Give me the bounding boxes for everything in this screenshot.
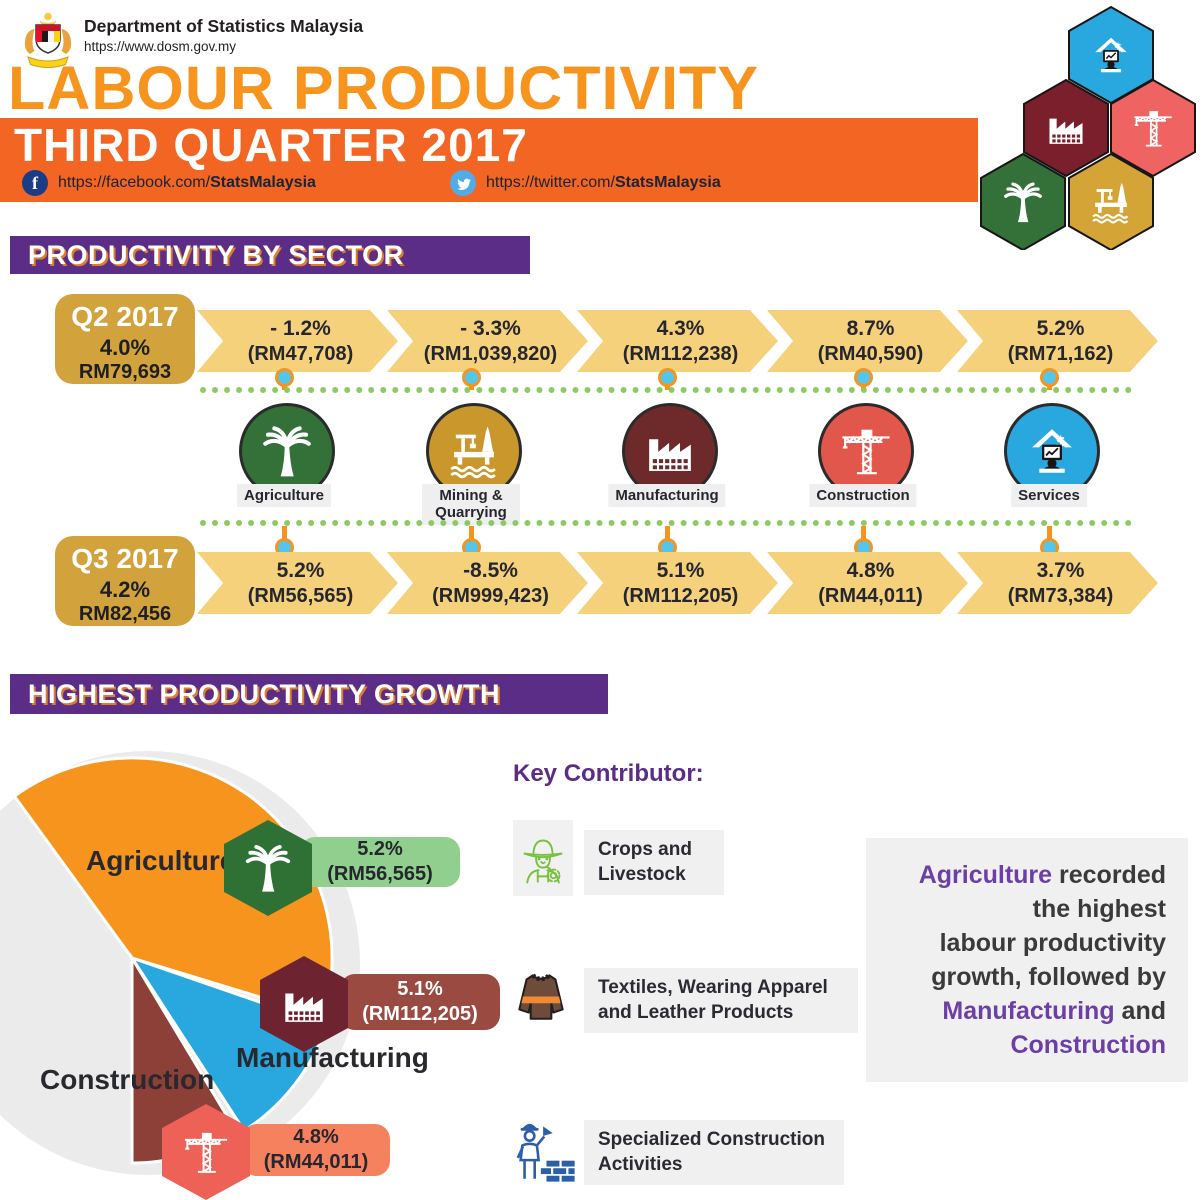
q2-growth: 4.0% [99, 335, 151, 360]
q2-mining-chevron: - 3.3% (RM1,039,820) [387, 310, 588, 372]
pie-slice-agriculture [12, 756, 334, 1019]
q3-value: RM82,456 [78, 603, 172, 625]
dotted-divider-bottom [200, 520, 1132, 526]
farmer-icon-box [513, 820, 573, 896]
mining-hexagon [1068, 152, 1154, 250]
q3-label: Q3 2017 [71, 543, 179, 574]
crane-icon [180, 1126, 232, 1178]
q2-services-chevron: 5.2% (RM71,162) [957, 310, 1158, 372]
connector-dot [1040, 368, 1059, 387]
services-label: Services [1011, 484, 1087, 508]
twitter-link[interactable]: https://twitter.com/StatsMalaysia [450, 170, 721, 196]
construction-growth-pill: 4.8% (RM44,011) [242, 1124, 390, 1176]
manufacturing-growth-pill: 5.1% (RM112,205) [340, 974, 500, 1030]
page-subtitle: THIRD QUARTER 2017 [14, 119, 528, 171]
connector-stem [861, 526, 866, 540]
construction-hexagon [1110, 78, 1196, 178]
section-title-productivity-by-sector: PRODUCTIVITY BY SECTOR [10, 236, 530, 274]
contributor-crops-livestock: Crops and Livestock [584, 830, 724, 896]
connector-stem [665, 526, 670, 540]
page-title: LABOUR PRODUCTIVITY [8, 54, 759, 122]
oil-rig-icon [445, 422, 503, 480]
dotted-divider-top [200, 387, 1132, 393]
connector-stem [469, 526, 474, 540]
farmer-icon [515, 830, 571, 886]
connector-dot [854, 368, 873, 387]
section-title-highest-growth: HIGHEST PRODUCTIVITY GROWTH [10, 674, 608, 714]
q3-agriculture-chevron: 5.2% (RM56,565) [197, 552, 398, 614]
q3-manufacturing-chevron: 5.1% (RM112,205) [577, 552, 778, 614]
summary-agriculture: Agriculture [918, 861, 1053, 889]
q3-growth: 4.2% [99, 577, 151, 602]
factory-icon [278, 978, 330, 1030]
dept-name: Department of Statistics Malaysia [84, 16, 364, 36]
connector-dot [275, 368, 294, 387]
manufacturing-label: Manufacturing [608, 484, 726, 508]
summary-construction: Construction [1010, 1031, 1166, 1059]
agriculture-growth-pill: 5.2% (RM56,565) [300, 837, 460, 887]
palm-tree-icon [241, 841, 295, 895]
connector-dot [658, 368, 677, 387]
q3-2017-box: Q3 2017 4.2% RM82,456 [55, 536, 195, 626]
twitter-icon [450, 170, 476, 196]
twitter-url: https://twitter.com/StatsMalaysia [486, 174, 721, 191]
q2-2017-box: Q2 2017 4.0% RM79,693 [55, 294, 195, 384]
agriculture-label: Agriculture [236, 484, 332, 508]
pie-label-manufacturing: Manufacturing [236, 1042, 429, 1073]
pie-label-construction: Construction [40, 1064, 215, 1095]
q2-label: Q2 2017 [71, 301, 179, 332]
facebook-link[interactable]: f https://facebook.com/StatsMalaysia [22, 170, 316, 196]
sector-hexagon-cluster [980, 5, 1196, 250]
subtitle-banner: THIRD QUARTER 2017 f https://facebook.co… [0, 118, 978, 202]
manufacturing-circle [622, 403, 718, 499]
q2-manufacturing-chevron: 4.3% (RM112,238) [577, 310, 778, 372]
pie-label-agriculture: Agriculture [86, 845, 236, 876]
summary-text-box: Agriculture recorded the highest labour … [866, 838, 1188, 1082]
factory-icon [641, 422, 699, 480]
mining-label: Mining & Quarrying [422, 484, 520, 525]
q2-value: RM79,693 [78, 361, 172, 383]
mining-circle [426, 403, 522, 499]
connector-stem [1047, 526, 1052, 540]
q3-construction-chevron: 4.8% (RM44,011) [767, 552, 968, 614]
q3-mining-chevron: -8.5% (RM999,423) [387, 552, 588, 614]
facebook-icon: f [22, 170, 48, 196]
q2-construction-chevron: 8.7% (RM40,590) [767, 310, 968, 372]
palm-tree-icon [258, 422, 316, 480]
construction-circle [818, 403, 914, 499]
dept-url: https://www.dosm.gov.my [84, 39, 237, 54]
manufacturing-hexagon [1023, 78, 1109, 178]
connector-dot [462, 368, 481, 387]
q2-agriculture-chevron: - 1.2% (RM47,708) [197, 310, 398, 372]
services-icon [1023, 422, 1081, 480]
connector-stem [282, 526, 287, 540]
facebook-url: https://facebook.com/StatsMalaysia [58, 174, 316, 191]
summary-manufacturing: Manufacturing [942, 997, 1115, 1025]
services-circle [1004, 403, 1100, 499]
contributor-textiles: Textiles, Wearing Apparel and Leather Pr… [584, 968, 858, 1034]
crane-icon [837, 422, 895, 480]
q3-services-chevron: 3.7% (RM73,384) [957, 552, 1158, 614]
key-contributor-title: Key Contributor: [513, 760, 704, 787]
construction-label: Construction [809, 484, 917, 508]
construction-worker-icon [506, 1114, 578, 1186]
construction-badge-hexagon [162, 1104, 250, 1200]
contributor-specialized-construction: Specialized Construction Activities [584, 1120, 844, 1186]
sweater-icon [508, 962, 574, 1028]
